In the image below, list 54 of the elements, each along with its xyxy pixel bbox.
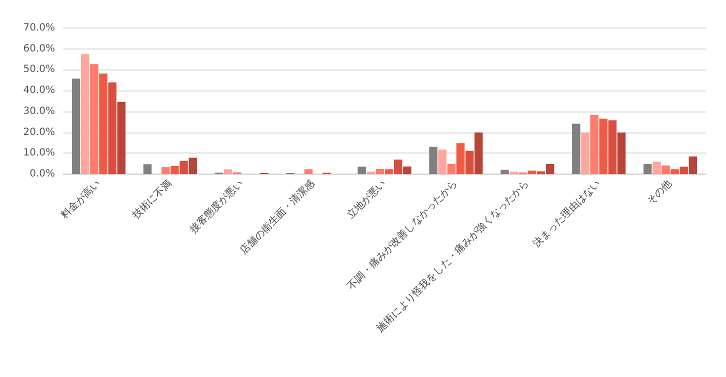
bar [108, 82, 116, 174]
bar [528, 170, 536, 174]
bar [358, 166, 366, 174]
bar [643, 164, 652, 174]
bar [652, 162, 661, 174]
x-tick-label: 決まった理由はない [530, 177, 603, 250]
bar [680, 166, 688, 174]
bar [456, 143, 465, 174]
bar [599, 118, 608, 174]
bar [670, 169, 679, 174]
y-tick-label: 70.0% [23, 22, 55, 34]
y-tick-label: 40.0% [23, 85, 55, 96]
y-tick-label: 50.0% [23, 64, 55, 76]
x-tick-label: その他 [644, 177, 674, 208]
bar [429, 146, 438, 174]
bar [474, 132, 483, 174]
bar [81, 54, 90, 174]
y-tick-label: 10.0% [23, 148, 55, 159]
bar [304, 169, 313, 174]
x-tick-label: 立地が悪い [344, 177, 388, 222]
x-tick-label: 接客態度が悪い [188, 177, 246, 236]
bar [688, 156, 698, 174]
bar [99, 73, 108, 174]
bar [465, 150, 474, 174]
bar [376, 168, 384, 174]
x-tick-label: 料金が高い [58, 177, 103, 222]
bar [143, 164, 152, 174]
bar [72, 78, 80, 174]
bar [581, 132, 590, 174]
bar [662, 165, 670, 174]
bar [438, 150, 446, 174]
bar [608, 120, 617, 174]
y-tick-label: 30.0% [23, 106, 55, 117]
bar [188, 158, 197, 174]
x-tick-label: 技術に不満 [130, 177, 174, 222]
bar [384, 169, 394, 174]
y-tick-label: 60.0% [23, 43, 55, 54]
bar [170, 166, 179, 174]
bar [162, 167, 170, 174]
bar [403, 166, 412, 174]
bar [224, 169, 232, 174]
bar [90, 64, 98, 174]
bar [546, 164, 554, 174]
bar [117, 102, 126, 174]
bar [447, 164, 456, 174]
bar [572, 124, 580, 174]
y-tick-label: 0.0% [30, 168, 55, 180]
bar [536, 171, 546, 174]
bar [590, 114, 598, 174]
bar [500, 170, 509, 174]
bar [394, 160, 402, 174]
bar [180, 160, 188, 174]
y-tick-label: 20.0% [23, 126, 55, 138]
bar [617, 132, 626, 174]
